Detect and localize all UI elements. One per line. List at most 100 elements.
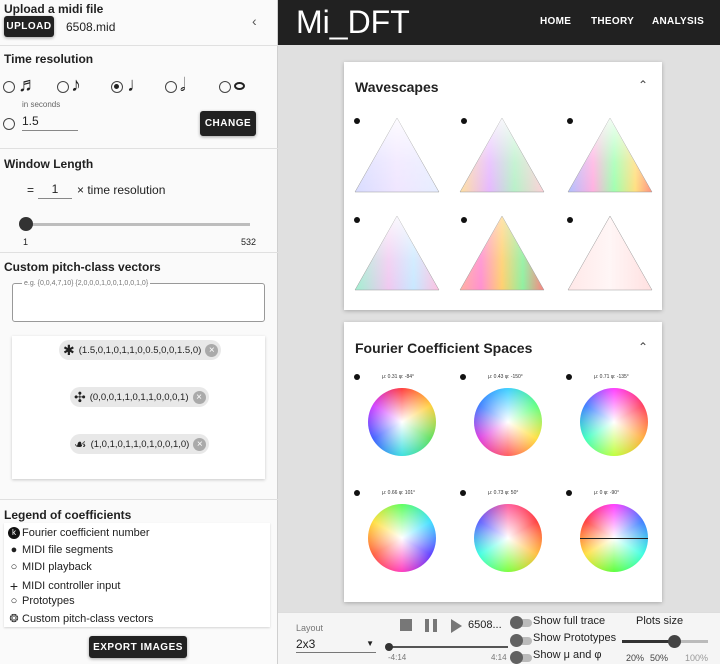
legend-label: Custom pitch-class vectors bbox=[22, 612, 154, 625]
pcv-chip[interactable]: ✣ (0,0,0,1,1,0,1,1,0,0,0,1) × bbox=[70, 387, 209, 407]
equals-sign: = bbox=[27, 183, 35, 197]
window-length-title: Window Length bbox=[4, 157, 94, 171]
radio-eighth[interactable] bbox=[57, 81, 69, 93]
coefficient-number-icon bbox=[460, 490, 466, 496]
wavescape-number-2 bbox=[461, 118, 467, 124]
stop-icon[interactable] bbox=[400, 619, 412, 631]
toggle-full-trace[interactable] bbox=[510, 616, 532, 629]
legend-label: MIDI controller input bbox=[22, 580, 121, 592]
slider-min-label: 1 bbox=[23, 237, 29, 247]
pcv-chip[interactable]: ✱ (1.5,0,1,0,1,1,0,0.5,0,0,1.5,0) × bbox=[59, 340, 222, 360]
radio-half[interactable] bbox=[165, 81, 177, 93]
seekbar-thumb[interactable] bbox=[385, 643, 393, 651]
coefficient-space-4[interactable]: μ: 0.66 φ: 101° bbox=[354, 490, 450, 590]
color-disc bbox=[368, 388, 436, 456]
wavescape-5[interactable] bbox=[459, 215, 545, 291]
wavescape-number-6 bbox=[567, 217, 573, 223]
radio-whole[interactable] bbox=[219, 81, 231, 93]
layout-select[interactable]: 2x3 ▼ bbox=[296, 635, 376, 653]
eighth-note-icon: ♪ bbox=[71, 74, 81, 96]
radio-sixteenth[interactable] bbox=[3, 81, 15, 93]
pause-icon[interactable] bbox=[425, 619, 437, 632]
toggle-mu-phi[interactable] bbox=[510, 651, 532, 664]
coefficient-space-5[interactable]: μ: 0.73 φ: 50° bbox=[460, 490, 556, 590]
radio-quarter[interactable] bbox=[111, 81, 123, 93]
wavescape-6[interactable] bbox=[567, 215, 653, 291]
legend-item: ○ Prototypes bbox=[8, 595, 75, 607]
coefficient-space-3[interactable]: μ: 0.71 φ: -135° bbox=[566, 374, 662, 474]
play-icon[interactable] bbox=[451, 619, 462, 633]
layout-value: 2x3 bbox=[296, 637, 316, 651]
plots-size-slider[interactable] bbox=[622, 640, 708, 643]
half-note-icon: 𝅗𝅥 bbox=[180, 75, 186, 95]
filled-dot-icon: ● bbox=[10, 544, 18, 556]
remove-chip-icon[interactable]: × bbox=[205, 343, 219, 357]
window-length-slider[interactable] bbox=[25, 223, 250, 226]
time-resolution-title: Time resolution bbox=[4, 52, 94, 66]
nav-theory[interactable]: THEORY bbox=[591, 16, 635, 27]
pcv-chip[interactable]: ☙ (1,0,1,0,1,1,0,1,0,0,1,0) × bbox=[70, 434, 210, 454]
color-disc bbox=[368, 504, 436, 572]
toggle-full-trace-label: Show full trace bbox=[533, 615, 606, 627]
wavescape-number-3 bbox=[567, 118, 573, 124]
coefficient-space-1[interactable]: μ: 0.31 φ: -84° bbox=[354, 374, 450, 474]
legend-item: ❂ Custom pitch-class vectors bbox=[8, 612, 154, 626]
remove-chip-icon[interactable]: × bbox=[193, 437, 207, 451]
legend-item: ● MIDI file segments bbox=[8, 544, 113, 556]
upload-button[interactable]: UPLOAD bbox=[4, 16, 54, 37]
wavescape-4[interactable] bbox=[354, 215, 440, 291]
k-number-icon: k bbox=[8, 527, 20, 539]
coefficient-number-icon bbox=[460, 374, 466, 380]
change-button[interactable]: CHANGE bbox=[200, 111, 256, 136]
legend-label: Fourier coefficient number bbox=[22, 527, 150, 539]
pcv-chip-label: (0,0,0,1,1,0,1,1,0,0,0,1) bbox=[89, 391, 189, 403]
window-length-slider-thumb[interactable] bbox=[19, 217, 33, 231]
wavescapes-card: Wavescapes ⌃ bbox=[344, 62, 662, 310]
playback-seekbar[interactable] bbox=[388, 646, 508, 648]
wavescape-number-5 bbox=[461, 217, 467, 223]
color-disc bbox=[474, 504, 542, 572]
coefficient-number-icon bbox=[354, 490, 360, 496]
pcv-input-field[interactable]: e.g. {0,0,4,7,10} {2,0,0,0,1,0,0,1,0,0,1… bbox=[12, 280, 265, 322]
toggle-prototypes-label: Show Prototypes bbox=[533, 632, 617, 644]
coefficient-space-2[interactable]: μ: 0.43 φ: -150° bbox=[460, 374, 556, 474]
wavescape-3[interactable] bbox=[567, 117, 653, 193]
wavescape-number-4 bbox=[354, 217, 360, 223]
time-end: 4:14 bbox=[491, 653, 507, 662]
radio-seconds[interactable] bbox=[3, 118, 15, 130]
wavescape-2[interactable] bbox=[459, 117, 545, 193]
coefficient-caption: μ: 0.73 φ: 50° bbox=[488, 490, 519, 496]
coefficient-number-icon bbox=[354, 374, 360, 380]
brand-title[interactable]: Mi_DFT bbox=[296, 4, 410, 40]
chevron-up-icon[interactable]: ⌃ bbox=[637, 340, 648, 354]
in-seconds-label: in seconds bbox=[22, 100, 61, 109]
playback-bar: Layout 2x3 ▼ 6508... -4:14 4:14 Show ful… bbox=[278, 612, 720, 664]
window-length-suffix: × time resolution bbox=[77, 183, 166, 197]
seconds-input[interactable]: 1.5 bbox=[22, 112, 78, 131]
remove-chip-icon[interactable]: × bbox=[192, 390, 206, 404]
color-disc bbox=[474, 388, 542, 456]
hollow-circle-icon: ○ bbox=[10, 595, 18, 607]
window-length-input[interactable]: 1 bbox=[38, 180, 72, 199]
fourier-card: Fourier Coefficient Spaces ⌃ μ: 0.31 φ: … bbox=[344, 322, 662, 602]
nav-analysis[interactable]: ANALYSIS bbox=[652, 16, 705, 27]
export-images-button[interactable]: EXPORT IMAGES bbox=[89, 636, 187, 658]
collapse-panel-icon[interactable]: ‹ bbox=[252, 13, 257, 29]
quarter-note-icon: ♩ bbox=[127, 74, 147, 96]
coefficient-space-6[interactable]: μ: 0 φ: -90° bbox=[566, 490, 662, 590]
time-start: -4:14 bbox=[388, 653, 407, 662]
fourier-title: Fourier Coefficient Spaces bbox=[355, 340, 533, 356]
ring-icon: ○ bbox=[10, 561, 18, 573]
pcv-chip-label: (1.5,0,1,0,1,1,0,0.5,0,0,1.5,0) bbox=[78, 344, 202, 356]
file-name: 6508.mid bbox=[66, 20, 116, 34]
plots-size-fill bbox=[622, 640, 674, 643]
control-panel: Upload a midi file ‹ UPLOAD 6508.mid Tim… bbox=[0, 0, 278, 664]
plots-size-thumb[interactable] bbox=[667, 635, 681, 648]
nav-home[interactable]: HOME bbox=[540, 16, 572, 27]
coefficient-caption: μ: 0.43 φ: -150° bbox=[488, 374, 523, 380]
legend-label: MIDI playback bbox=[22, 561, 92, 573]
plot-size-tick: 20% bbox=[626, 653, 645, 663]
wavescape-1[interactable] bbox=[354, 117, 440, 193]
chevron-up-icon[interactable]: ⌃ bbox=[637, 78, 648, 92]
toggle-prototypes[interactable] bbox=[510, 634, 532, 647]
